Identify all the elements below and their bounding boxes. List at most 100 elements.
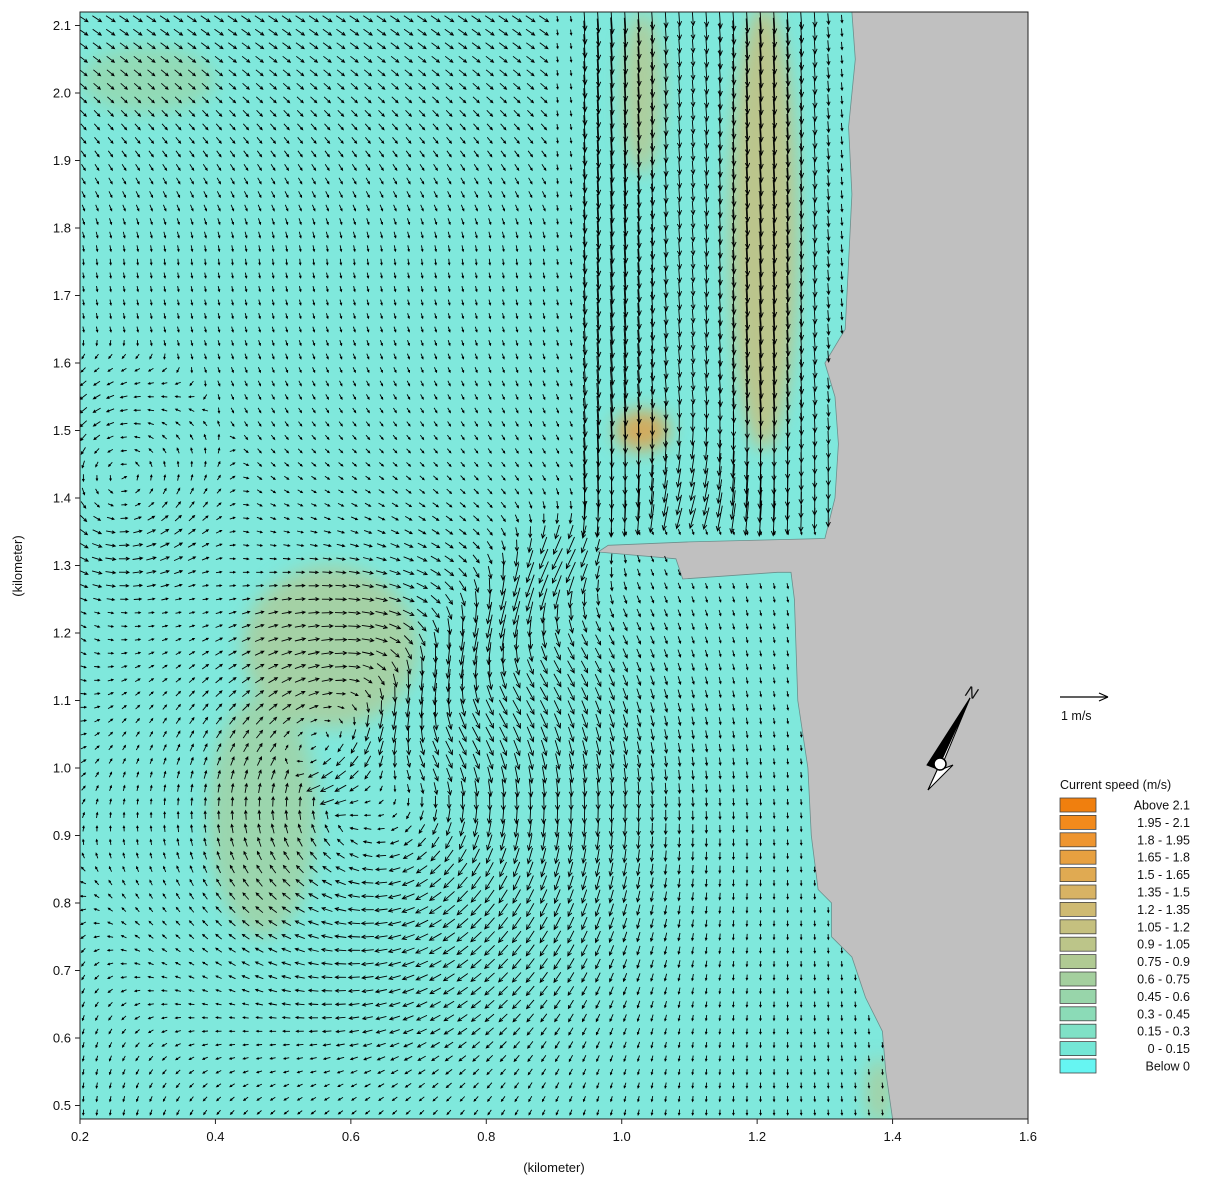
current-vector — [512, 1027, 521, 1036]
current-vector — [622, 767, 628, 783]
current-vector — [122, 825, 126, 832]
current-vector — [484, 972, 495, 983]
current-vector — [189, 865, 194, 873]
current-vector — [203, 864, 208, 873]
current-vector — [623, 741, 629, 756]
current-vector — [378, 740, 384, 756]
current-vector — [772, 1055, 776, 1062]
current-vector — [623, 1095, 627, 1103]
current-vector — [243, 864, 249, 874]
current-vector — [122, 1055, 126, 1062]
current-vector — [321, 1029, 332, 1034]
current-vector — [256, 742, 263, 753]
current-vector — [402, 1015, 414, 1021]
current-vector — [759, 798, 763, 806]
current-vector — [704, 770, 709, 780]
current-vector — [418, 1082, 425, 1088]
current-vector — [772, 852, 776, 860]
current-vector — [309, 1070, 317, 1074]
current-vector — [415, 1014, 428, 1021]
current-vector — [364, 770, 371, 780]
current-vector — [732, 1096, 735, 1103]
current-vector — [282, 878, 291, 887]
current-vector — [881, 1096, 884, 1103]
current-vector — [470, 903, 482, 917]
current-vector — [349, 826, 359, 831]
scale-vector: 1 m/s — [1060, 692, 1109, 723]
current-vector — [107, 907, 113, 912]
current-vector — [415, 865, 428, 874]
current-vector — [217, 783, 221, 793]
current-vector — [595, 958, 601, 970]
current-vector — [650, 1055, 654, 1062]
current-vector — [704, 878, 708, 888]
current-vector — [759, 852, 762, 860]
current-vector — [270, 850, 276, 861]
current-vector — [826, 947, 830, 954]
current-vector — [298, 809, 302, 820]
current-vector — [691, 1109, 695, 1116]
current-vector — [486, 753, 494, 770]
current-vector — [745, 947, 749, 955]
current-vector — [663, 877, 668, 889]
current-vector — [594, 889, 601, 904]
current-vector — [244, 769, 249, 780]
current-vector — [540, 1027, 547, 1036]
current-vector — [134, 920, 140, 926]
current-vector — [813, 1042, 817, 1049]
current-vector — [528, 1109, 532, 1116]
current-vector — [609, 986, 614, 996]
current-vector — [442, 904, 455, 915]
current-vector — [360, 893, 374, 899]
current-vector — [148, 934, 154, 939]
current-vector — [514, 1095, 519, 1103]
current-vector — [242, 1057, 249, 1060]
current-vector — [361, 1002, 374, 1007]
current-vector — [840, 1028, 844, 1035]
current-vector — [799, 920, 803, 927]
current-vector — [718, 744, 722, 753]
current-vector — [609, 1027, 614, 1036]
current-vector — [759, 920, 762, 928]
current-vector — [281, 920, 292, 926]
current-vector — [294, 961, 305, 966]
current-vector — [772, 1001, 776, 1008]
current-vector — [799, 1096, 803, 1103]
current-vector — [513, 1041, 521, 1049]
current-vector — [229, 878, 236, 887]
current-vector — [718, 865, 722, 874]
current-vector — [230, 837, 235, 847]
current-vector — [216, 823, 221, 833]
current-vector — [364, 785, 371, 792]
current-vector — [175, 892, 181, 900]
current-vector — [540, 1013, 548, 1023]
current-vector — [691, 974, 694, 982]
current-vector — [486, 834, 493, 851]
current-vector — [663, 946, 668, 956]
plot-area — [80, 12, 1028, 1119]
current-vector — [363, 1056, 372, 1061]
current-vector — [772, 839, 776, 847]
current-vector — [704, 784, 709, 794]
current-vector — [203, 756, 208, 766]
current-vector — [149, 744, 153, 751]
current-vector — [81, 1096, 85, 1103]
current-vector — [663, 918, 668, 929]
legend-label: 0.45 - 0.6 — [1137, 990, 1190, 1004]
current-vector — [596, 1055, 600, 1063]
current-vector — [310, 745, 317, 750]
current-vector — [281, 934, 292, 940]
current-vector — [95, 865, 99, 872]
current-vector — [215, 1029, 222, 1033]
current-vector — [374, 1002, 387, 1007]
current-vector — [149, 865, 153, 872]
current-vector — [582, 780, 588, 797]
current-vector — [109, 811, 112, 818]
current-vector — [609, 972, 614, 983]
x-axis: 0.2 0.4 0.6 0.8 1.0 1.2 1.4 1.6 — [71, 1119, 1037, 1144]
current-vector — [229, 1109, 235, 1115]
current-vector — [772, 1028, 776, 1035]
current-vector — [203, 783, 208, 793]
current-vector — [487, 1096, 492, 1103]
y-tick-label: 1.2 — [53, 626, 71, 641]
